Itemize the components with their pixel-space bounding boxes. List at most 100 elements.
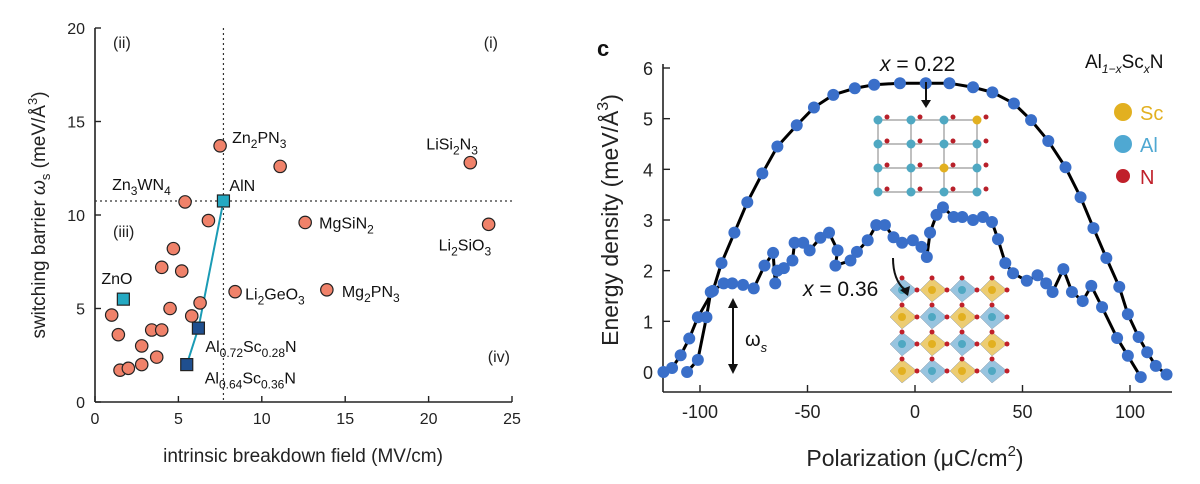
data-point-x022 [1007,97,1020,110]
legend-swatch-sc [1114,103,1132,121]
atom [983,138,989,144]
data-point-x022 [1087,222,1100,235]
atom [906,187,916,197]
atom [972,187,982,197]
data-point-x036 [1040,277,1053,290]
text-span: N [284,371,296,388]
atom [906,115,916,125]
subscript: 2 [251,137,258,151]
data-point-x022 [967,81,980,94]
data-point-x022 [674,349,687,362]
y-tick-label: 0 [76,395,85,412]
text-span: s [761,340,768,355]
atom [958,313,966,321]
text-span: WN [137,177,164,194]
atom [988,367,996,375]
text-span: MgSiN [319,215,367,232]
data-point-x036 [1046,285,1059,298]
atom [906,163,916,173]
data-point-x022 [728,226,741,239]
atom [1004,341,1010,347]
quadrant-label: (i) [484,35,498,52]
data-point-x022 [771,140,784,153]
atom [917,138,923,144]
data-point-x036 [844,254,857,267]
data-point-square [180,358,194,372]
atom [928,340,936,348]
arrowhead [900,286,910,296]
data-point [149,350,164,364]
atom [928,367,936,375]
data-point-x022 [741,196,754,209]
data-point-x022 [790,119,803,132]
series-line-x022 [662,81,1168,376]
data-point-x036 [1007,267,1020,280]
data-point-x036 [976,210,989,223]
x-tick-label: 5 [174,411,183,428]
text-span: Li [439,237,451,254]
atom [899,356,905,362]
data-point-x022 [1042,134,1055,147]
panel-label: c [597,36,609,61]
x-tick-label: 100 [1115,402,1145,422]
data-point-square [116,292,130,306]
data-point-x036 [906,234,919,247]
atom [929,356,935,362]
point-label: Al0.64​Sc0.36​N [205,371,296,392]
data-point-x036 [737,278,749,291]
data-point-x022 [943,77,956,90]
data-point-x036 [999,257,1012,270]
data-point-x036 [1134,371,1147,384]
legend-label-sc: Sc [1140,103,1163,125]
data-point-x036 [920,250,933,263]
y-tick-label: 5 [643,110,653,130]
data-point [134,357,149,372]
data-point-x036 [681,366,694,378]
data-point-x022 [1121,308,1134,321]
x-axis-title: intrinsic breakdown field (MV/cm) [163,446,443,467]
atom [917,186,923,192]
point-label: ZnO [101,271,132,288]
x-tick-label: -100 [682,402,718,422]
data-point-x022 [1160,368,1173,381]
subscript: 3 [280,137,287,151]
text-span: GeO [264,287,298,304]
atom [884,138,890,144]
subscript: 0.28 [262,346,286,360]
data-point-x022 [691,311,704,324]
data-point-x036 [777,262,790,275]
data-point-x022 [756,167,769,180]
data-point-x036 [850,245,863,258]
atom [928,286,936,294]
data-point [481,217,496,232]
data-point-x036 [1020,274,1033,287]
y-tick-label: 0 [643,363,653,383]
atom [917,114,923,120]
data-point [104,308,119,322]
arrowhead [728,298,738,308]
text-span: N [460,137,472,154]
data-point-x036 [915,240,928,253]
y-tick-label: 5 [76,302,85,319]
text-span: Mg [342,284,364,301]
crystal-structure-inset-x036 [889,275,1010,384]
subscript: 2 [453,144,460,158]
data-point-x036 [758,259,771,272]
atom [959,275,965,281]
atom [988,313,996,321]
data-point [201,213,216,228]
subscript: 3 [471,144,478,158]
data-point-x022 [986,86,999,99]
atom [1004,314,1010,320]
y-tick-label: 4 [643,160,653,180]
data-point-x036 [700,311,713,324]
atom [914,368,920,374]
data-point [184,309,199,323]
y-tick-label: 3 [643,211,653,231]
point-label: Mg2​PN3​ [342,284,400,305]
atom [972,163,982,173]
data-point-x036 [956,210,969,223]
y-tick-label: 2 [643,262,653,282]
subscript: 3 [131,184,138,198]
atom [944,368,950,374]
